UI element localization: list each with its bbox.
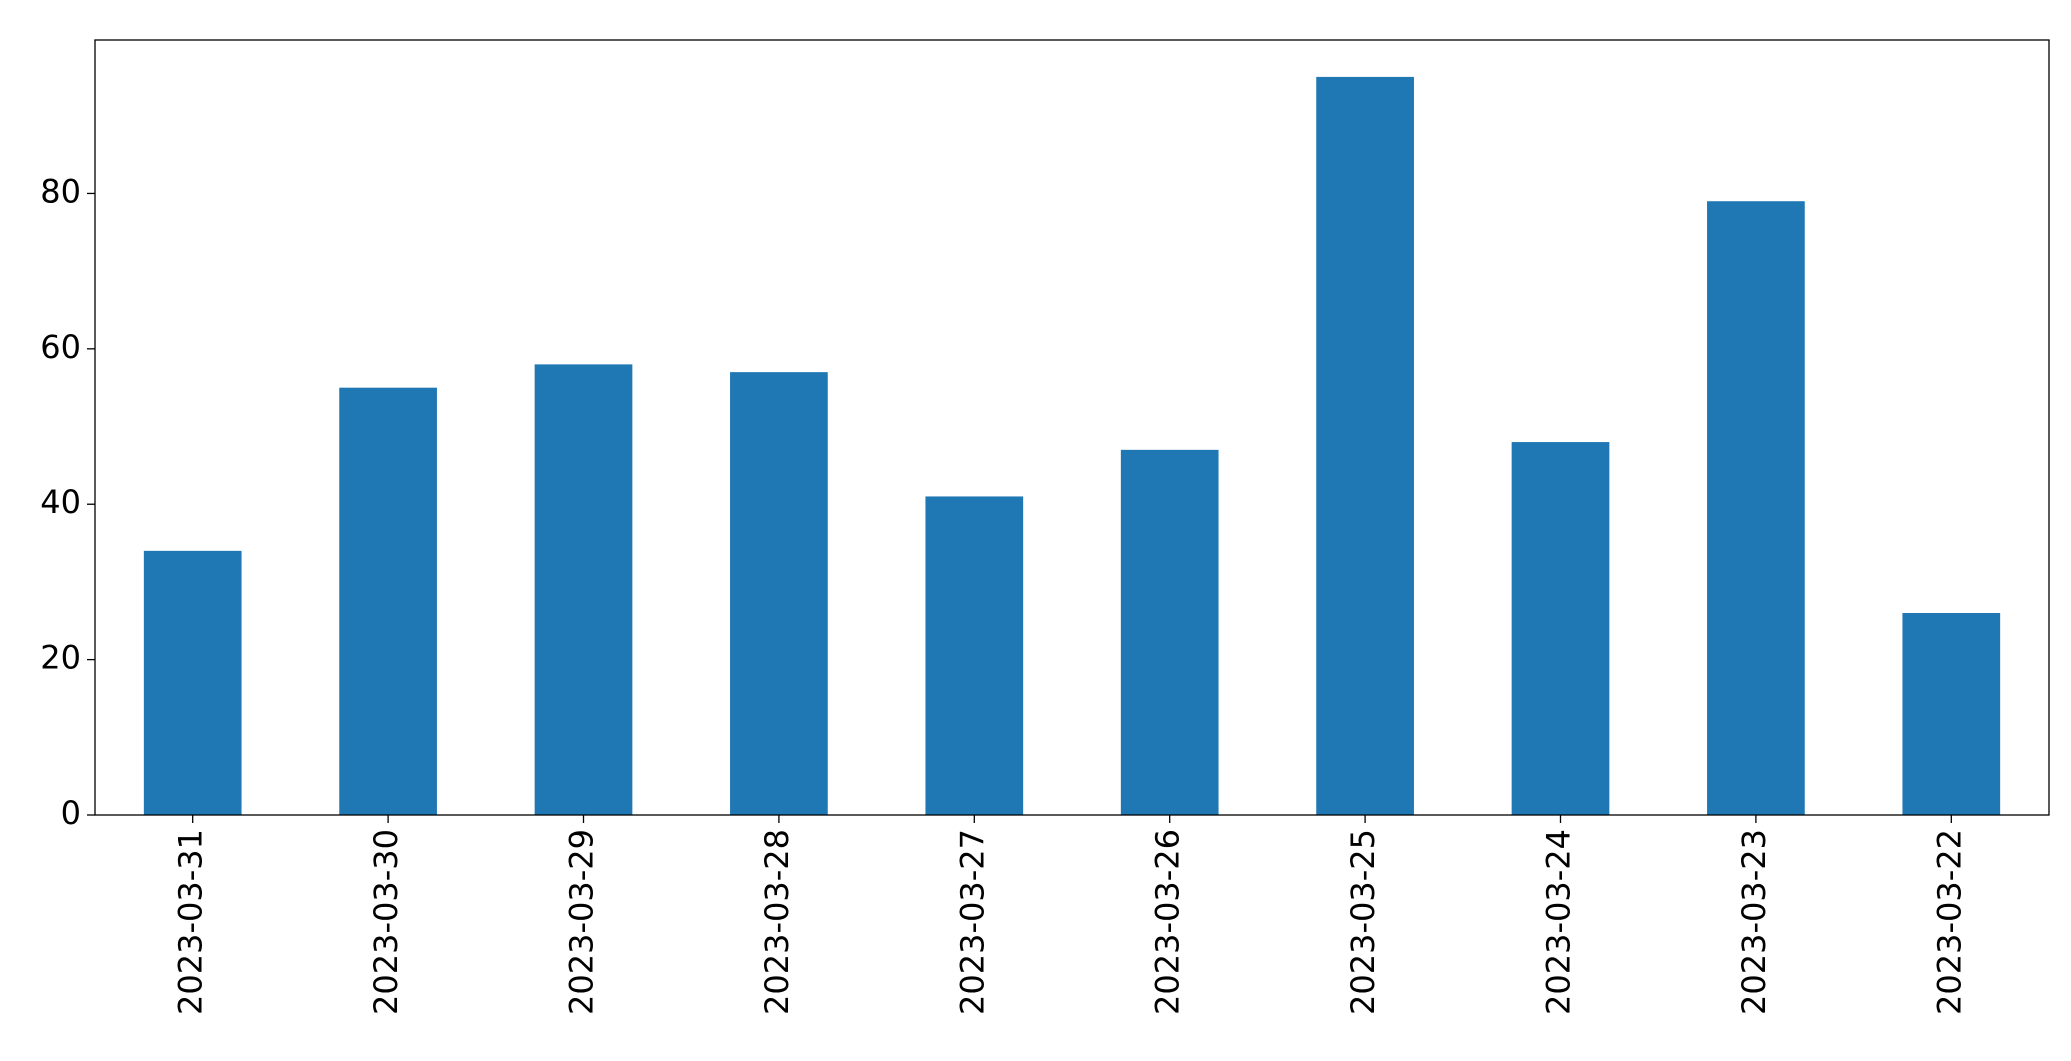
bar <box>1316 76 1414 815</box>
x-tick-label: 2023-03-24 <box>1540 829 1578 1015</box>
x-tick-label: 2023-03-27 <box>953 829 991 1015</box>
bar <box>534 364 633 815</box>
bar <box>1902 612 2001 815</box>
x-tick-label: 2023-03-29 <box>563 829 601 1015</box>
x-tick-label: 2023-03-30 <box>367 829 405 1015</box>
bar <box>1511 442 1610 815</box>
y-tick-label: 20 <box>40 639 81 677</box>
x-tick-label: 2023-03-26 <box>1149 829 1187 1015</box>
x-tick-label: 2023-03-23 <box>1735 829 1773 1015</box>
x-tick-label: 2023-03-31 <box>172 829 210 1015</box>
y-tick-label: 0 <box>61 794 81 832</box>
bar <box>339 387 437 815</box>
bar <box>1120 449 1219 815</box>
x-tick-label: 2023-03-28 <box>758 829 796 1015</box>
bar <box>1707 201 1805 815</box>
bar <box>730 372 828 815</box>
bar <box>143 550 242 815</box>
plot-frame <box>94 39 2050 816</box>
y-tick-label: 80 <box>40 172 81 210</box>
x-tick-label: 2023-03-22 <box>1930 829 1968 1015</box>
bar <box>925 496 1024 815</box>
x-tick-label: 2023-03-25 <box>1344 829 1382 1015</box>
y-tick-label: 60 <box>40 328 81 366</box>
y-tick-label: 40 <box>40 483 81 521</box>
